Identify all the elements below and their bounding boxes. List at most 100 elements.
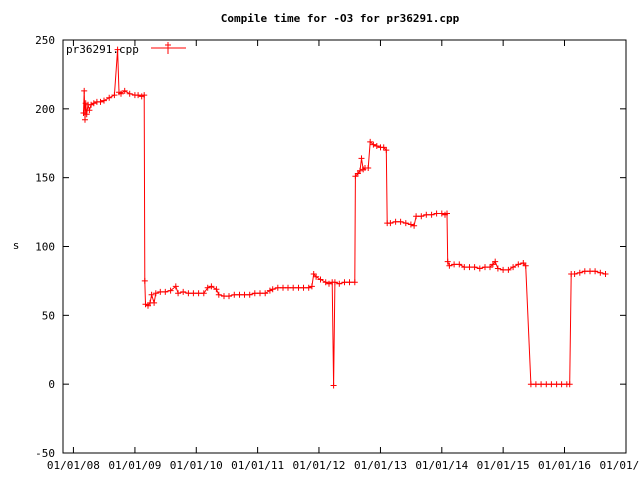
data-point-marker — [423, 211, 430, 218]
data-point-marker — [543, 381, 550, 388]
data-point-marker — [262, 290, 269, 297]
data-point-marker — [80, 110, 87, 116]
data-point-marker — [326, 280, 332, 287]
x-tick-label: 01/01/12 — [292, 459, 345, 472]
data-point-marker — [118, 90, 124, 97]
data-point-marker — [90, 100, 97, 107]
data-point-marker — [300, 284, 307, 291]
data-point-marker — [151, 299, 158, 306]
data-point-marker — [83, 111, 90, 118]
data-point-marker — [587, 268, 593, 275]
data-point-marker — [336, 280, 343, 287]
x-tick-label: 01/01/17 — [600, 459, 640, 472]
data-point-marker — [494, 265, 501, 272]
data-point-marker — [515, 261, 522, 268]
data-point-marker — [471, 264, 478, 271]
data-point-marker — [215, 291, 222, 298]
data-point-marker — [358, 155, 365, 162]
data-point-marker — [418, 213, 425, 220]
data-point-marker — [510, 264, 517, 271]
data-point-marker — [208, 283, 215, 290]
data-point-marker — [446, 262, 453, 269]
data-point-marker — [180, 288, 187, 295]
y-tick-label: 100 — [35, 241, 55, 254]
data-point-marker — [397, 218, 404, 225]
data-point-marker — [141, 92, 148, 99]
x-tick-label: 01/01/16 — [538, 459, 591, 472]
data-point-marker — [331, 279, 338, 286]
data-point-marker — [172, 283, 179, 290]
legend-label: pr36291.cpp — [66, 43, 139, 56]
data-point-marker — [522, 262, 529, 269]
data-point-marker — [505, 266, 512, 273]
data-point-marker — [226, 293, 232, 300]
data-point-marker — [476, 265, 483, 272]
data-point-marker — [456, 261, 463, 268]
data-point-marker — [317, 276, 324, 283]
data-point-marker — [97, 98, 104, 105]
data-point-marker — [451, 261, 458, 268]
data-point-marker — [538, 381, 545, 388]
data-point-marker — [383, 147, 390, 154]
data-point-marker — [411, 222, 418, 229]
data-point-marker — [365, 165, 372, 171]
y-tick-label: 50 — [42, 309, 55, 322]
data-point-marker — [351, 279, 358, 286]
data-point-marker — [380, 144, 387, 151]
y-ticks: -50 0 50 100 150 200 250 — [35, 34, 626, 460]
x-tick-label: 01/01/10 — [170, 459, 223, 472]
data-point-marker — [461, 264, 468, 271]
data-point-marker — [370, 141, 377, 148]
data-point-marker — [367, 138, 374, 145]
data-point-marker — [373, 143, 380, 149]
data-point-marker — [322, 279, 329, 286]
data-point-marker — [200, 290, 207, 297]
data-point-marker — [571, 271, 578, 277]
data-point-marker — [81, 87, 88, 94]
data-point-marker — [175, 290, 182, 297]
x-tick-label: 01/01/14 — [415, 459, 468, 472]
data-point-marker — [141, 277, 148, 284]
data-point-marker — [148, 291, 155, 298]
data-point-marker — [111, 92, 118, 99]
legend-marker-sample — [165, 42, 171, 54]
series-layer — [80, 46, 609, 389]
data-point-marker — [195, 290, 202, 297]
data-point-marker — [548, 381, 555, 388]
data-point-marker — [274, 284, 281, 291]
data-point-marker — [86, 107, 93, 114]
data-point-marker — [444, 258, 451, 265]
data-point-marker — [269, 286, 276, 293]
chart-title: Compile time for -O3 for pr36291.cpp — [221, 12, 460, 25]
data-point-marker — [126, 90, 133, 97]
data-point-marker — [162, 288, 169, 295]
x-tick-label: 01/01/09 — [108, 459, 161, 472]
data-point-marker — [101, 97, 107, 104]
data-point-marker — [106, 94, 113, 101]
data-point-marker — [266, 287, 273, 294]
data-point-marker — [135, 92, 142, 99]
data-point-marker — [566, 381, 573, 388]
data-point-marker — [308, 283, 315, 290]
x-ticks: 01/01/08 01/01/09 01/01/10 01/01/11 01/01/12… — [47, 40, 640, 472]
data-point-marker — [88, 101, 95, 108]
data-point-marker — [597, 269, 604, 276]
data-point-marker — [438, 210, 445, 217]
y-tick-label: -50 — [35, 447, 55, 460]
data-point-marker — [241, 291, 248, 298]
data-point-marker — [213, 286, 220, 293]
data-point-marker — [152, 290, 159, 297]
data-point-marker — [407, 221, 414, 228]
data-point-marker — [387, 220, 394, 227]
data-point-marker — [487, 264, 493, 271]
data-point-marker — [592, 268, 599, 275]
legend: pr36291.cpp — [66, 42, 186, 56]
y-tick-label: 200 — [35, 103, 55, 116]
x-tick-label: 01/01/15 — [477, 459, 530, 472]
data-point-marker — [602, 271, 609, 277]
data-point-marker — [433, 210, 440, 217]
y-tick-label: 150 — [35, 172, 55, 185]
data-point-marker — [357, 167, 363, 174]
